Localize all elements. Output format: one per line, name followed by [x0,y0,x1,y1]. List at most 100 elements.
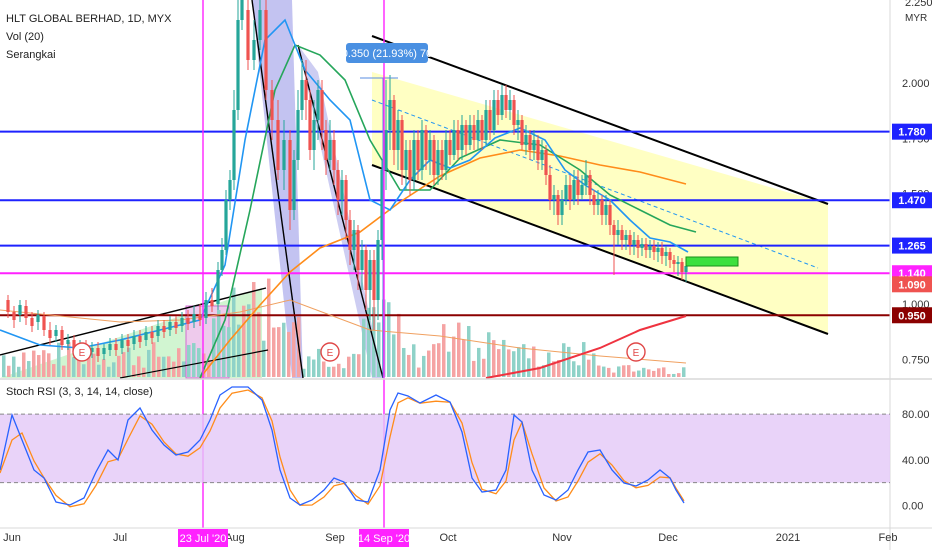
volume-bar [442,324,446,377]
candle-body [488,110,492,130]
volume-bar [357,354,361,377]
ma-slow-line [485,315,687,379]
candle-body [360,250,364,270]
candle-body [324,130,328,160]
channel-mid-line [371,99,819,269]
volume-bar [667,373,671,377]
earnings-marker-icon [72,342,92,362]
level-label-box [892,276,932,293]
candle-body [676,262,680,264]
volume-bar [397,313,401,377]
candle-body [114,344,118,350]
candle-body [424,130,428,160]
volume-bar [117,355,121,377]
volume-bar [62,365,66,377]
volume-bar [527,358,531,377]
volume-bar [497,349,501,377]
volume-bar [272,327,276,377]
candle-body [168,322,172,330]
candle-body [572,180,576,200]
volume-ma-line [0,299,687,364]
volume-bar [32,350,36,377]
candle-body [344,180,348,220]
candle-body [246,10,250,60]
volume-bar [202,353,206,377]
earnings-marker-label: E [327,348,334,359]
volume-bar [157,356,161,377]
candle-body [592,195,596,205]
volume-bar [517,347,521,377]
time-axis-tick: Oct [439,532,456,544]
candle-body [236,20,240,110]
candle-body [548,175,552,200]
candle-body [428,140,432,160]
volume-bar [27,361,31,377]
candle-body [42,316,46,330]
volume-bar [672,373,676,377]
candle-body [216,270,220,304]
candle-body [580,185,584,195]
candle-body [364,250,368,290]
candle-body [432,140,436,175]
volume-bar [227,327,231,377]
candle-body [404,150,408,170]
level-label-text: 1.265 [898,241,926,253]
highlighted-date-box [359,529,409,547]
volume-bar [142,367,146,377]
volume-bar [267,278,271,377]
volume-bar [557,360,561,377]
volume-bar [147,349,151,377]
time-axis-tick: Aug [225,532,245,544]
candle-body [72,340,76,352]
candle-body [636,240,640,248]
volume-bar [392,334,396,377]
volume-bar [507,349,511,377]
candle-body [36,315,40,322]
candle-body [616,230,620,235]
candle-body [336,170,340,200]
candle-body [304,80,308,100]
volume-bar [577,365,581,377]
candle-body [288,140,292,210]
candle-body [316,90,320,120]
candle-body [540,150,544,160]
volume-bars [2,278,686,377]
candle-body [66,340,70,344]
candle-body [472,125,476,140]
volume-bar [657,368,661,377]
volume-bar [127,347,131,377]
volume-bar [7,365,11,377]
candle-body [392,100,396,150]
volume-bar [57,342,61,377]
candle-body [90,348,94,352]
candle-body [564,185,568,200]
volume-bar [252,282,256,377]
volume-bar [602,366,606,377]
candle-body [12,312,16,320]
candle-body [560,200,564,215]
candle-body [484,110,488,140]
candle-body [258,10,262,40]
volume-bar [677,373,681,377]
candle-body [568,185,572,200]
study-label: Serangkai [6,49,56,61]
time-axis-tick: Feb [879,532,898,544]
candle-body [228,180,232,200]
rsi-axis-tick: 80.00 [902,409,930,421]
candle-body [356,230,360,270]
candle-body [652,246,656,252]
volume-bar [652,370,656,377]
candle-body [270,90,274,120]
candle-body [632,240,636,245]
highlighted-date-box [178,529,228,547]
volume-bar [492,340,496,377]
volume-bar [232,287,236,377]
rsi-axis-tick: 40.00 [902,455,930,467]
candle-body [384,130,388,170]
highlighted-date-label: 23 Jul '20 [180,533,227,545]
candle-body [220,250,224,270]
candle-body [668,252,672,260]
candle-body [340,180,344,200]
candle-body [400,120,404,170]
